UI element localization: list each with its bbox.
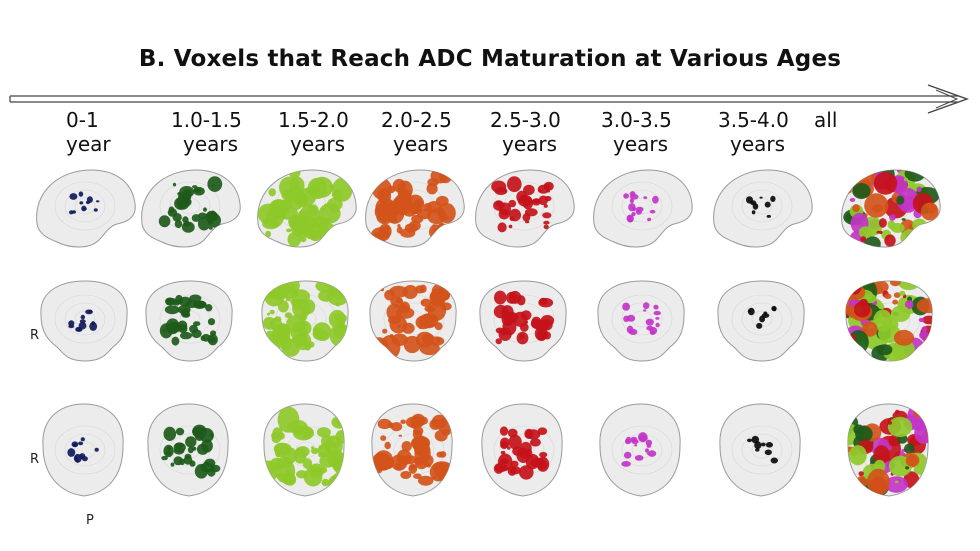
brain-outline	[141, 169, 241, 248]
brain-coronal-3	[369, 280, 457, 362]
brain-outline	[713, 169, 813, 248]
age-label-3: 2.0-2.5 years	[381, 108, 501, 156]
right-label-row2: R	[30, 328, 40, 343]
maturation-voxels	[623, 191, 659, 223]
maturation-voxels	[843, 170, 940, 247]
maturation-voxels	[845, 281, 933, 361]
brain-coronal-0	[40, 280, 128, 362]
posterior-label: P	[86, 513, 94, 528]
maturation-voxels	[747, 305, 777, 329]
age-label-2: 1.5-2.0 years	[278, 108, 398, 156]
age-label-5: 3.0-3.5 years	[601, 108, 721, 156]
age-unit: years	[183, 132, 239, 156]
age-label-1: 1.0-1.5 years	[171, 108, 291, 156]
brain-lateral-5	[593, 169, 693, 248]
maturation-voxels	[746, 195, 776, 218]
age-unit: year	[66, 132, 111, 156]
brain-coronal-4	[479, 280, 567, 362]
brain-coronal-7	[845, 280, 933, 362]
maturation-voxels	[158, 176, 223, 233]
age-label-7: all	[814, 108, 934, 132]
maturation-voxels	[491, 176, 554, 233]
age-unit: years	[290, 132, 346, 156]
brain-axial-2	[263, 403, 345, 497]
maturation-voxels	[747, 435, 778, 464]
brain-axial-4	[481, 403, 563, 497]
brain-outline	[597, 280, 685, 362]
age-label-6: 3.5-4.0 years	[718, 108, 838, 156]
maturation-voxels	[257, 170, 353, 247]
age-axis-arrow	[9, 84, 970, 114]
brain-coronal-1	[145, 280, 233, 362]
brain-axial-7	[847, 403, 929, 497]
maturation-voxels	[621, 432, 657, 467]
brain-coronal-2	[261, 280, 349, 362]
maturation-voxels	[68, 309, 98, 332]
brain-lateral-0	[36, 169, 136, 248]
age-range: 1.0-1.5	[171, 108, 242, 132]
brain-outline	[719, 403, 801, 497]
maturation-voxels	[493, 290, 555, 345]
brain-axial-1	[147, 403, 229, 497]
maturation-voxels	[263, 406, 345, 492]
maturation-voxels	[493, 426, 550, 480]
age-range: 2.5-3.0	[490, 108, 561, 132]
age-unit: years	[393, 132, 449, 156]
maturation-voxels	[161, 424, 221, 479]
age-range: 3.0-3.5	[601, 108, 672, 132]
maturation-voxels	[370, 283, 452, 360]
age-unit: years	[502, 132, 558, 156]
age-range: 2.0-2.5	[381, 108, 452, 132]
brain-lateral-7	[841, 169, 941, 248]
brain-lateral-1	[141, 169, 241, 248]
age-range: 3.5-4.0	[718, 108, 789, 132]
brain-coronal-6	[717, 280, 805, 362]
age-unit: years	[730, 132, 786, 156]
right-label-row3: R	[30, 452, 40, 467]
brain-axial-6	[719, 403, 801, 497]
brain-lateral-6	[713, 169, 813, 248]
maturation-voxels	[67, 437, 99, 463]
brain-coronal-5	[597, 280, 685, 362]
maturation-voxels	[371, 413, 453, 486]
maturation-voxels	[622, 302, 661, 335]
age-range: 1.5-2.0	[278, 108, 349, 132]
brain-outline	[145, 280, 233, 362]
brain-lateral-3	[365, 169, 465, 248]
age-label-4: 2.5-3.0 years	[490, 108, 610, 156]
brain-outline	[42, 403, 124, 497]
figure-title: B. Voxels that Reach ADC Maturation at V…	[138, 46, 842, 72]
maturation-voxels	[69, 191, 100, 215]
brain-lateral-4	[475, 169, 575, 248]
brain-outline	[475, 169, 575, 248]
age-range: all	[814, 108, 838, 132]
brain-axial-0	[42, 403, 124, 497]
brain-lateral-2	[257, 169, 357, 248]
maturation-voxels	[371, 170, 456, 242]
brain-outline	[599, 403, 681, 497]
age-label-0: 0-1 year	[66, 108, 186, 156]
maturation-voxels	[159, 294, 218, 346]
brain-axial-5	[599, 403, 681, 497]
age-unit: years	[613, 132, 669, 156]
age-range: 0-1	[66, 108, 99, 132]
brain-axial-3	[371, 403, 453, 497]
